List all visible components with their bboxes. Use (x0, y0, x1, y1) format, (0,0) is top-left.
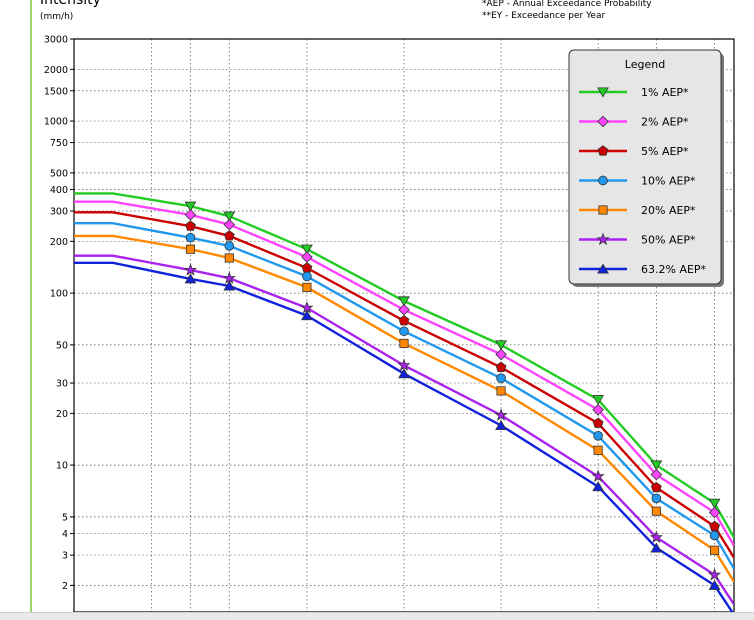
data-point (592, 395, 605, 406)
data-point (185, 232, 196, 243)
data-point (495, 340, 507, 351)
data-point (398, 315, 410, 326)
data-point (224, 241, 235, 251)
data-point (495, 348, 507, 361)
y-tick-label: 1500 (44, 86, 68, 97)
y-tick-label: 750 (50, 138, 68, 149)
y-tick-label: 20 (56, 409, 68, 420)
data-point (184, 209, 197, 221)
data-point (185, 220, 196, 231)
data-point (592, 481, 605, 492)
data-point (651, 506, 661, 516)
data-point (709, 530, 720, 541)
data-point (495, 361, 507, 372)
data-point (398, 296, 410, 307)
data-point (223, 230, 235, 241)
y-tick-label: 2000 (44, 65, 68, 76)
legend-marker (598, 175, 608, 186)
legend-title: Legend (625, 58, 665, 71)
y-tick-label: 500 (50, 168, 68, 179)
data-point (183, 263, 198, 276)
y-tick-label: 10 (56, 461, 68, 472)
legend-marker (597, 87, 609, 98)
legend-marker (597, 145, 609, 156)
legend-marker (597, 115, 609, 128)
data-point (650, 468, 663, 481)
data-point (649, 530, 663, 543)
y-tick-label: 50 (56, 340, 68, 351)
legend-marker (597, 263, 609, 274)
data-point (301, 310, 313, 321)
y-tick-label: 1000 (44, 117, 68, 128)
data-point (708, 498, 721, 509)
data-point (650, 460, 663, 471)
data-point (302, 271, 312, 282)
data-point (399, 326, 409, 337)
y-tick-label: 300 (50, 207, 68, 218)
series-layer (74, 192, 734, 612)
data-point (593, 431, 603, 441)
legend-marker (596, 232, 610, 246)
bottom-scroll-strip (0, 612, 754, 620)
data-point (223, 218, 236, 231)
legend-label: 50% AEP* (641, 234, 696, 247)
left-accent-bar (30, 0, 32, 612)
y-tick-label: 400 (50, 185, 68, 196)
data-point (708, 568, 722, 581)
left-margin (0, 0, 30, 619)
legend-box (568, 49, 722, 285)
data-point (301, 244, 313, 255)
data-point (651, 493, 662, 504)
data-point (184, 201, 197, 212)
note-aep: *AEP - Annual Exceedance Probability (482, 0, 652, 9)
data-point (398, 368, 410, 379)
data-point (710, 545, 720, 555)
y-tick-label: 5 (62, 512, 68, 523)
data-point (592, 403, 604, 416)
data-point (397, 358, 411, 371)
data-point (494, 408, 508, 421)
legend-label: 20% AEP* (641, 204, 696, 217)
legend-marker (598, 205, 608, 215)
y-tick-label: 4 (62, 529, 68, 540)
legend-label: 1% AEP* (641, 86, 689, 99)
y-tick-label: 2 (62, 581, 68, 592)
y-tick-label: 3 (62, 551, 68, 562)
data-point (496, 386, 506, 396)
data-point (224, 253, 234, 263)
data-point (496, 373, 506, 384)
y-tick-label: 3000 (44, 35, 68, 46)
y-tick-label: 30 (56, 379, 68, 390)
note-ey: **EY - Exceedance per Year (482, 11, 606, 21)
data-point (591, 469, 605, 482)
data-point (185, 244, 196, 254)
data-point (708, 506, 721, 519)
data-point (223, 211, 236, 222)
data-point (708, 579, 721, 590)
data-point (223, 280, 236, 291)
y-tick-label: 100 (50, 289, 68, 300)
data-point (650, 481, 662, 493)
legend-label: 2% AEP* (641, 116, 689, 129)
data-point (399, 338, 409, 348)
legend-label: 63.2% AEP* (641, 263, 707, 276)
chart-title: Intensity (40, 0, 101, 8)
data-point (398, 304, 410, 316)
y-axis-units: (mm/h) (40, 12, 74, 22)
legend: Legend 1% AEP* 2% AEP* 5% AEP* 10% AEP* 20% A… (568, 49, 724, 287)
data-point (495, 420, 507, 431)
data-point (650, 542, 663, 553)
data-point (593, 445, 603, 455)
legend-label: 10% AEP* (641, 175, 696, 188)
data-point (184, 273, 197, 284)
data-point (302, 282, 312, 292)
y-tick-label: 200 (50, 237, 68, 248)
legend-label: 5% AEP* (641, 145, 689, 158)
data-point (592, 417, 604, 428)
data-point (301, 251, 313, 263)
